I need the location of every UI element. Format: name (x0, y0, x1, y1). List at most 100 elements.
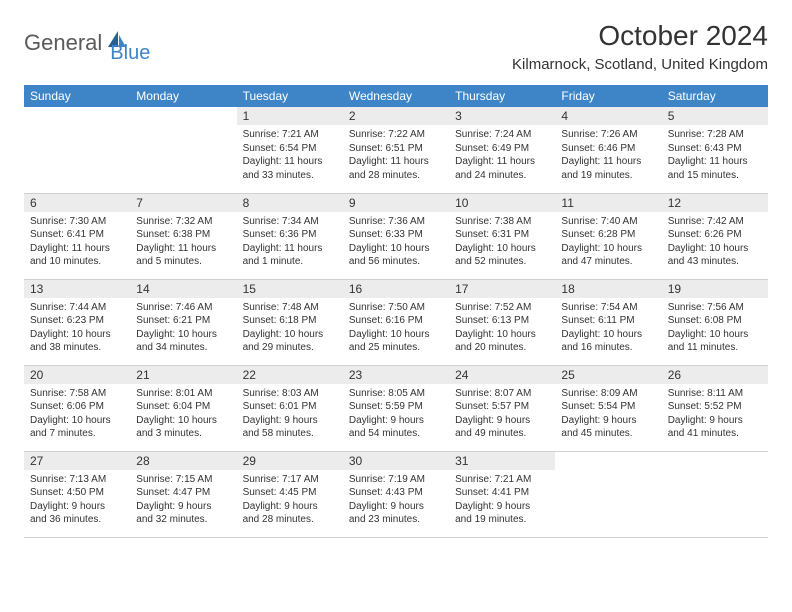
day-cell: 3Sunrise: 7:24 AMSunset: 6:49 PMDaylight… (449, 107, 555, 193)
day-body: Sunrise: 7:52 AMSunset: 6:13 PMDaylight:… (449, 298, 555, 358)
daylight-text: Daylight: 10 hours and 38 minutes. (30, 328, 124, 355)
day-number: 10 (449, 194, 555, 212)
sunrise-text: Sunrise: 7:26 AM (561, 128, 655, 142)
sunrise-text: Sunrise: 7:58 AM (30, 387, 124, 401)
logo-text-blue: Blue (110, 42, 150, 65)
day-number: 1 (237, 107, 343, 125)
day-number: 5 (662, 107, 768, 125)
day-cell: 16Sunrise: 7:50 AMSunset: 6:16 PMDayligh… (343, 279, 449, 365)
daylight-text: Daylight: 10 hours and 52 minutes. (455, 242, 549, 269)
day-number: 30 (343, 452, 449, 470)
sunrise-text: Sunrise: 8:05 AM (349, 387, 443, 401)
weekday-header-row: Sunday Monday Tuesday Wednesday Thursday… (24, 85, 768, 107)
sunset-text: Sunset: 6:51 PM (349, 142, 443, 156)
sunset-text: Sunset: 4:47 PM (136, 486, 230, 500)
daylight-text: Daylight: 9 hours and 19 minutes. (455, 500, 549, 527)
daylight-text: Daylight: 9 hours and 41 minutes. (668, 414, 762, 441)
title-block: October 2024 Kilmarnock, Scotland, Unite… (512, 20, 768, 73)
daylight-text: Daylight: 10 hours and 25 minutes. (349, 328, 443, 355)
weekday-header: Wednesday (343, 85, 449, 107)
daylight-text: Daylight: 11 hours and 33 minutes. (243, 155, 337, 182)
weekday-header: Friday (555, 85, 661, 107)
day-number: 23 (343, 366, 449, 384)
location: Kilmarnock, Scotland, United Kingdom (512, 56, 768, 73)
day-body: Sunrise: 7:36 AMSunset: 6:33 PMDaylight:… (343, 212, 449, 272)
sunrise-text: Sunrise: 7:48 AM (243, 301, 337, 315)
day-number: 8 (237, 194, 343, 212)
day-cell: 11Sunrise: 7:40 AMSunset: 6:28 PMDayligh… (555, 193, 661, 279)
sunrise-text: Sunrise: 7:52 AM (455, 301, 549, 315)
sunset-text: Sunset: 6:33 PM (349, 228, 443, 242)
day-body: Sunrise: 7:19 AMSunset: 4:43 PMDaylight:… (343, 470, 449, 530)
day-cell: 21Sunrise: 8:01 AMSunset: 6:04 PMDayligh… (130, 365, 236, 451)
daylight-text: Daylight: 11 hours and 5 minutes. (136, 242, 230, 269)
week-row: 6Sunrise: 7:30 AMSunset: 6:41 PMDaylight… (24, 193, 768, 279)
daylight-text: Daylight: 10 hours and 34 minutes. (136, 328, 230, 355)
sunrise-text: Sunrise: 7:21 AM (455, 473, 549, 487)
daylight-text: Daylight: 11 hours and 15 minutes. (668, 155, 762, 182)
sunrise-text: Sunrise: 8:11 AM (668, 387, 762, 401)
weekday-header: Thursday (449, 85, 555, 107)
day-body: Sunrise: 7:40 AMSunset: 6:28 PMDaylight:… (555, 212, 661, 272)
sunrise-text: Sunrise: 8:01 AM (136, 387, 230, 401)
week-row: 13Sunrise: 7:44 AMSunset: 6:23 PMDayligh… (24, 279, 768, 365)
sunset-text: Sunset: 6:41 PM (30, 228, 124, 242)
day-cell: 1Sunrise: 7:21 AMSunset: 6:54 PMDaylight… (237, 107, 343, 193)
day-number: 27 (24, 452, 130, 470)
sunset-text: Sunset: 4:43 PM (349, 486, 443, 500)
day-body: Sunrise: 8:05 AMSunset: 5:59 PMDaylight:… (343, 384, 449, 444)
sunset-text: Sunset: 6:16 PM (349, 314, 443, 328)
sunset-text: Sunset: 6:38 PM (136, 228, 230, 242)
day-body: Sunrise: 8:11 AMSunset: 5:52 PMDaylight:… (662, 384, 768, 444)
day-cell: 4Sunrise: 7:26 AMSunset: 6:46 PMDaylight… (555, 107, 661, 193)
sunset-text: Sunset: 5:54 PM (561, 400, 655, 414)
day-number: 2 (343, 107, 449, 125)
sunset-text: Sunset: 6:01 PM (243, 400, 337, 414)
sunrise-text: Sunrise: 8:07 AM (455, 387, 549, 401)
sunset-text: Sunset: 6:54 PM (243, 142, 337, 156)
sunset-text: Sunset: 6:43 PM (668, 142, 762, 156)
sunrise-text: Sunrise: 7:50 AM (349, 301, 443, 315)
day-number: 4 (555, 107, 661, 125)
daylight-text: Daylight: 9 hours and 45 minutes. (561, 414, 655, 441)
day-body: Sunrise: 7:21 AMSunset: 6:54 PMDaylight:… (237, 125, 343, 185)
day-cell: 10Sunrise: 7:38 AMSunset: 6:31 PMDayligh… (449, 193, 555, 279)
day-number: 6 (24, 194, 130, 212)
day-body: Sunrise: 7:58 AMSunset: 6:06 PMDaylight:… (24, 384, 130, 444)
sunrise-text: Sunrise: 7:17 AM (243, 473, 337, 487)
day-body: Sunrise: 7:28 AMSunset: 6:43 PMDaylight:… (662, 125, 768, 185)
day-body: Sunrise: 7:26 AMSunset: 6:46 PMDaylight:… (555, 125, 661, 185)
day-cell (555, 451, 661, 537)
day-body: Sunrise: 7:21 AMSunset: 4:41 PMDaylight:… (449, 470, 555, 530)
daylight-text: Daylight: 9 hours and 49 minutes. (455, 414, 549, 441)
day-body: Sunrise: 7:38 AMSunset: 6:31 PMDaylight:… (449, 212, 555, 272)
sunrise-text: Sunrise: 7:24 AM (455, 128, 549, 142)
day-cell: 15Sunrise: 7:48 AMSunset: 6:18 PMDayligh… (237, 279, 343, 365)
day-body: Sunrise: 7:34 AMSunset: 6:36 PMDaylight:… (237, 212, 343, 272)
day-body: Sunrise: 7:32 AMSunset: 6:38 PMDaylight:… (130, 212, 236, 272)
day-cell: 28Sunrise: 7:15 AMSunset: 4:47 PMDayligh… (130, 451, 236, 537)
day-cell: 22Sunrise: 8:03 AMSunset: 6:01 PMDayligh… (237, 365, 343, 451)
day-body: Sunrise: 7:44 AMSunset: 6:23 PMDaylight:… (24, 298, 130, 358)
sunrise-text: Sunrise: 7:42 AM (668, 215, 762, 229)
sunset-text: Sunset: 4:50 PM (30, 486, 124, 500)
day-number: 26 (662, 366, 768, 384)
sunrise-text: Sunrise: 7:40 AM (561, 215, 655, 229)
sunset-text: Sunset: 6:26 PM (668, 228, 762, 242)
day-number (662, 452, 768, 470)
day-number: 7 (130, 194, 236, 212)
logo-text-general: General (24, 30, 102, 56)
daylight-text: Daylight: 11 hours and 19 minutes. (561, 155, 655, 182)
sunrise-text: Sunrise: 7:34 AM (243, 215, 337, 229)
daylight-text: Daylight: 9 hours and 28 minutes. (243, 500, 337, 527)
day-body: Sunrise: 7:24 AMSunset: 6:49 PMDaylight:… (449, 125, 555, 185)
sunrise-text: Sunrise: 7:19 AM (349, 473, 443, 487)
sunset-text: Sunset: 6:21 PM (136, 314, 230, 328)
month-title: October 2024 (512, 20, 768, 52)
sunset-text: Sunset: 4:41 PM (455, 486, 549, 500)
day-body (662, 470, 768, 476)
sunrise-text: Sunrise: 7:56 AM (668, 301, 762, 315)
sunset-text: Sunset: 6:23 PM (30, 314, 124, 328)
day-body: Sunrise: 7:30 AMSunset: 6:41 PMDaylight:… (24, 212, 130, 272)
day-number (555, 452, 661, 470)
